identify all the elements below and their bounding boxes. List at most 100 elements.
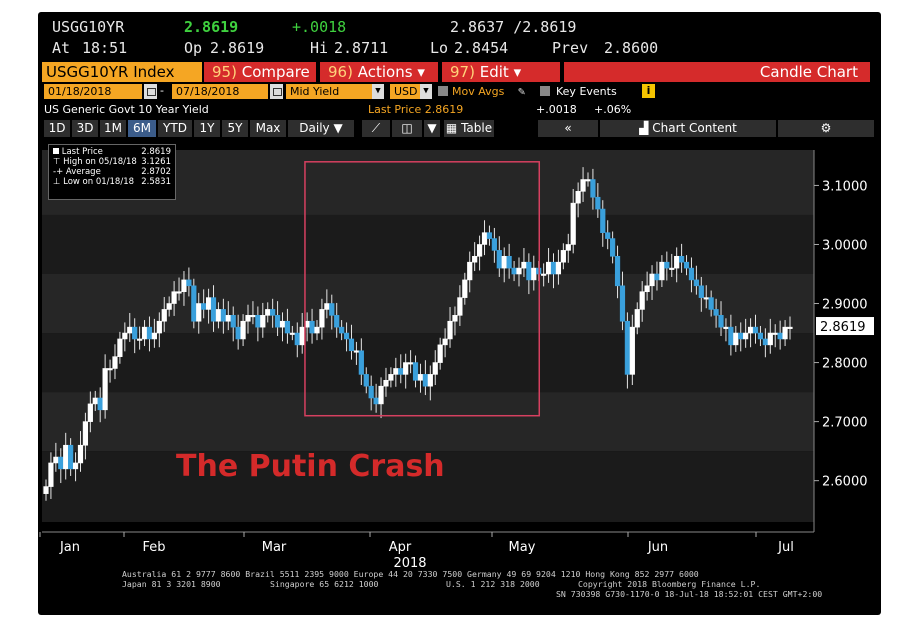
security-name: US Generic Govt 10 Year Yield — [44, 103, 209, 116]
candle-body — [506, 255, 512, 269]
period-6m[interactable]: 6M — [128, 120, 156, 137]
candle-body — [674, 255, 680, 269]
candle-body — [127, 326, 133, 334]
mov-avgs-checkbox[interactable] — [438, 86, 448, 96]
candle-body — [171, 291, 177, 304]
candle-body — [373, 397, 379, 405]
calendar-icon[interactable] — [270, 84, 283, 99]
period-1d[interactable]: 1D — [44, 120, 70, 137]
footer-copyright: Copyright 2018 Bloomberg Finance L.P. — [578, 579, 761, 589]
subtitle-pct-change: +.06% — [594, 103, 632, 116]
candle-body — [422, 374, 428, 387]
candle-body — [432, 362, 438, 375]
candle-body — [708, 297, 714, 310]
candle-body — [353, 350, 360, 353]
candle-body — [565, 244, 571, 251]
period-ytd[interactable]: YTD — [158, 120, 192, 137]
x-tick-label: Mar — [262, 540, 287, 555]
last-price-subtitle: Last Price 2.8619 — [368, 103, 464, 116]
candle-body — [467, 261, 473, 281]
candle-body — [181, 279, 187, 293]
chart-band — [42, 392, 814, 452]
compare-button[interactable]: 95) Compare — [204, 62, 316, 82]
chevron-down-icon[interactable]: ▼ — [424, 120, 440, 137]
period-1m[interactable]: 1M — [100, 120, 126, 137]
key-events-checkbox[interactable] — [540, 86, 550, 96]
chart-legend: Last Price 2.8619 ⊤ High on 05/18/18 3.126… — [48, 144, 176, 200]
period-5y[interactable]: 5Y — [222, 120, 248, 137]
chevron-down-icon[interactable]: ▼ — [420, 84, 432, 99]
end-date-field[interactable]: 07/18/2018 — [172, 84, 268, 99]
info-icon[interactable]: i — [642, 84, 655, 98]
candle-body — [260, 315, 266, 328]
chart-content-button[interactable]: ▟ Chart Content — [600, 120, 776, 137]
candle-body — [289, 332, 295, 335]
date-separator: - — [160, 84, 164, 97]
candle-body — [107, 368, 113, 371]
legend-last-price: 2.8619 — [141, 147, 171, 157]
actions-button[interactable]: 96) Actions ▾ — [320, 62, 438, 82]
candle-body — [580, 179, 586, 192]
candle-body — [545, 261, 552, 275]
legend-high: 3.1261 — [141, 157, 171, 167]
candle-body — [664, 261, 670, 269]
candle-body — [210, 297, 217, 322]
candle-body — [698, 285, 704, 298]
legend-low-label: Low on 01/18/18 — [63, 177, 135, 187]
candle-body — [112, 356, 118, 369]
line-chart-icon[interactable]: ⟋ — [362, 120, 390, 137]
candle-body — [610, 238, 616, 257]
security-field[interactable]: USGG10YR Index — [42, 62, 202, 82]
candle-body — [319, 309, 325, 328]
candle-body — [605, 232, 611, 239]
start-date-field[interactable]: 01/18/2018 — [44, 84, 142, 99]
candle-body — [378, 385, 384, 405]
chevron-down-icon[interactable]: ▼ — [372, 84, 384, 99]
period-1y[interactable]: 1Y — [194, 120, 220, 137]
candle-body — [654, 273, 660, 281]
candle-body — [141, 326, 148, 340]
candle-body — [48, 462, 54, 487]
candle-body — [383, 379, 389, 387]
footer-us: U.S. 1 212 318 2000 — [446, 579, 540, 589]
candle-body — [393, 368, 399, 375]
table-button[interactable]: ▦ Table — [444, 120, 494, 137]
candle-body — [63, 444, 69, 470]
candle-body — [457, 297, 463, 316]
collapse-button[interactable]: « — [538, 120, 598, 137]
candle-body — [186, 279, 192, 287]
candle-body — [757, 332, 764, 340]
candle-body — [274, 315, 281, 328]
y-tick-label: 2.8000 — [822, 357, 868, 372]
candle-chart-icon[interactable]: ◫ — [392, 120, 422, 137]
candle-body — [728, 326, 734, 346]
candle-body — [329, 303, 335, 316]
chart-type-label[interactable]: Candle Chart — [564, 62, 870, 82]
candle-body — [743, 332, 749, 340]
field-select[interactable]: Mid Yield — [286, 84, 374, 99]
gear-icon[interactable]: ⚙ — [778, 120, 874, 137]
calendar-icon[interactable] — [144, 84, 157, 99]
period-max[interactable]: Max — [250, 120, 286, 137]
pencil-icon[interactable]: ✎ — [518, 84, 526, 98]
last-price-tag — [816, 317, 874, 336]
candle-body — [703, 297, 709, 300]
candle-body — [161, 309, 167, 322]
x-tick-label: Jun — [647, 540, 668, 555]
candle-body — [629, 326, 635, 375]
candle-body — [412, 362, 419, 381]
edit-button[interactable]: 97) Edit ▾ — [442, 62, 560, 82]
candle-body — [82, 421, 89, 446]
time-label: At — [52, 39, 71, 57]
candle-body — [659, 261, 665, 281]
bloomberg-terminal-window: USGG10YR 2.8619 +.0018 2.8637 /2.8619 At… — [38, 12, 881, 615]
frequency-select[interactable]: Daily ▼ — [288, 120, 354, 137]
candle-body — [191, 285, 197, 322]
candle-body — [767, 332, 773, 346]
candle-body — [560, 250, 566, 263]
candle-body — [437, 344, 443, 363]
candle-body — [196, 303, 202, 322]
currency-select[interactable]: USD — [390, 84, 420, 99]
candle-body — [265, 309, 271, 316]
period-3d[interactable]: 3D — [72, 120, 98, 137]
